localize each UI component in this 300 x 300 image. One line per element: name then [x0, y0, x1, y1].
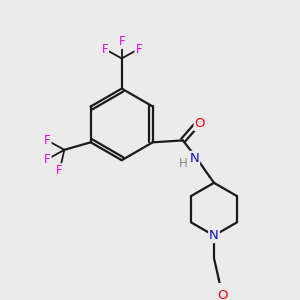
Text: F: F: [135, 43, 142, 56]
Text: H: H: [178, 158, 187, 170]
Text: F: F: [44, 153, 51, 166]
Text: F: F: [56, 164, 63, 177]
Text: F: F: [101, 43, 108, 56]
Text: O: O: [195, 117, 205, 130]
Text: N: N: [189, 152, 199, 165]
Text: N: N: [209, 229, 219, 242]
Text: F: F: [118, 35, 125, 48]
Text: O: O: [217, 290, 228, 300]
Text: F: F: [44, 134, 51, 147]
